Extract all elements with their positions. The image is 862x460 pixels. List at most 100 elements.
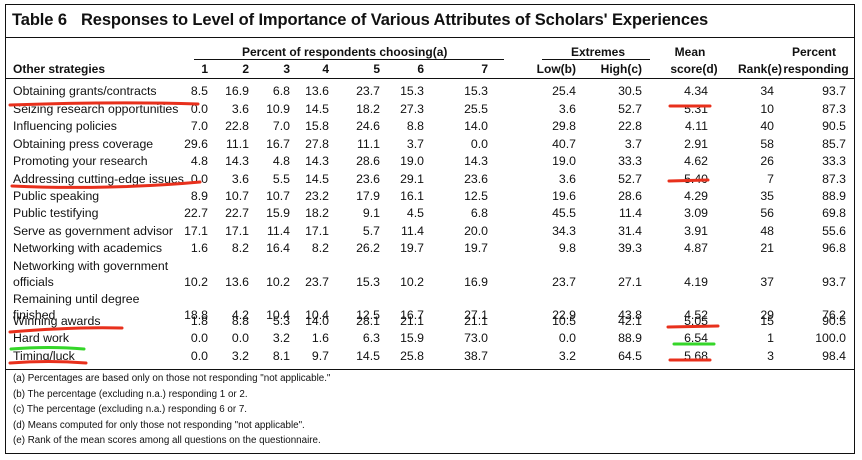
cell-pct-2: 14.3	[225, 154, 249, 168]
cell-pct-5: 24.6	[356, 119, 380, 133]
cell-rank: 58	[760, 137, 774, 151]
cell-high: 31.4	[618, 224, 642, 238]
cell-mean: 4.87	[684, 241, 708, 255]
cell-pct-1: 1.6	[190, 241, 208, 255]
rank-header: Rank(e)	[737, 62, 782, 76]
row-label: Seizing research opportunities	[13, 102, 179, 116]
cell-pct-7: 16.9	[464, 275, 488, 289]
cell-low: 3.6	[558, 102, 576, 116]
cell-low: 19.6	[552, 189, 576, 203]
cell-rank: 26	[760, 154, 774, 168]
cell-pct-7: 73.0	[464, 331, 488, 345]
col7-header: 7	[481, 62, 488, 76]
cell-pct-3: 16.4	[266, 241, 290, 255]
cell-pct-4: 23.7	[305, 275, 329, 289]
cell-rank: 40	[760, 119, 774, 133]
mean-header-bottom: score(d)	[670, 62, 718, 76]
cell-pct-5: 28.6	[356, 154, 380, 168]
cell-high: 3.7	[624, 137, 642, 151]
cell-pct-7: 12.5	[464, 189, 488, 203]
cell-pct-1: 8.5	[190, 84, 208, 98]
cell-pct-2: 8.2	[231, 241, 249, 255]
row-label: Public speaking	[13, 189, 100, 203]
percent-group-rule	[194, 59, 504, 60]
cell-mean: 3.91	[684, 224, 708, 238]
footnote: (d) Means computed for only those not re…	[13, 419, 305, 431]
cell-pct-3: 6.8	[272, 84, 290, 98]
cell-pct-6: 8.8	[406, 119, 424, 133]
low-header: Low(b)	[536, 62, 576, 76]
cell-percent-responding: 87.3	[822, 102, 846, 116]
table-row: Obtaining grants/contracts 8.5 16.9 6.8 13.6…	[6, 84, 854, 101]
cell-pct-3: 5.5	[272, 172, 290, 186]
row-label: Networking with government	[13, 259, 169, 273]
cell-pct-3: 10.2	[266, 275, 290, 289]
cell-pct-5: 9.1	[362, 206, 380, 220]
cell-percent-responding: 88.9	[822, 189, 846, 203]
cell-percent-responding: 76.2	[822, 308, 846, 322]
cell-pct-5: 18.2	[356, 102, 380, 116]
cell-pct-6: 29.1	[400, 172, 424, 186]
cell-mean: 5.68	[684, 349, 708, 363]
cell-low: 22.9	[552, 308, 576, 322]
cell-rank: 1	[767, 331, 774, 345]
cell-pct-1: 29.6	[184, 137, 208, 151]
cell-percent-responding: 33.3	[822, 154, 846, 168]
cell-percent-responding: 69.8	[822, 206, 846, 220]
row-label: Promoting your research	[13, 154, 148, 168]
cell-pct-7: 21.1	[464, 314, 488, 328]
cell-pct-6: 15.3	[400, 84, 424, 98]
cell-pct-5: 23.7	[356, 84, 380, 98]
cell-high: 30.5	[618, 84, 642, 98]
cell-pct-2: 3.2	[231, 349, 249, 363]
cell-pct-1: 22.7	[184, 206, 208, 220]
strategies-header: Other strategies	[13, 62, 106, 76]
cell-pct-3: 15.9	[266, 206, 290, 220]
cell-pct-6: 19.7	[400, 241, 424, 255]
cell-percent-responding: 85.7	[822, 137, 846, 151]
footnote-rule	[6, 369, 854, 370]
cell-rank: 48	[760, 224, 774, 238]
row-label: Influencing policies	[13, 119, 117, 133]
cell-rank: 34	[760, 84, 774, 98]
cell-pct-6: 15.9	[400, 331, 424, 345]
cell-high: 52.7	[618, 102, 642, 116]
cell-high: 22.8	[618, 119, 642, 133]
cell-pct-7: 20.0	[464, 224, 488, 238]
cell-pct-4: 15.8	[305, 119, 329, 133]
cell-rank: 21	[760, 241, 774, 255]
cell-pct-4: 23.2	[305, 189, 329, 203]
row-label: Timing/luck	[13, 349, 75, 363]
cell-pct-7: 14.0	[464, 119, 488, 133]
table-row: Seizing research opportunities 0.0 3.6 10.9…	[6, 102, 854, 119]
cell-pct-4: 27.8	[305, 137, 329, 151]
row-label: Obtaining press coverage	[13, 137, 154, 151]
mean-header-top: Mean	[674, 45, 706, 59]
row-label: Addressing cutting-edge issues	[13, 172, 184, 186]
table-row: Remaining until degree finished 18.8 4.2 10.…	[6, 292, 854, 326]
cell-pct-3: 10.9	[266, 102, 290, 116]
row-label-continued: finished	[13, 308, 56, 322]
cell-pct-1: 0.0	[190, 331, 208, 345]
cell-pct-6: 10.2	[400, 275, 424, 289]
cell-low: 10.5	[552, 314, 576, 328]
row-label-continued: officials	[13, 275, 54, 289]
col3-header: 3	[283, 62, 290, 76]
col4-header: 4	[322, 62, 329, 76]
row-label: Public testifying	[13, 206, 99, 220]
cell-pct-5: 23.6	[356, 172, 380, 186]
cell-pct-5: 14.5	[356, 349, 380, 363]
cell-low: 25.4	[552, 84, 576, 98]
table-row: Serve as government advisor 17.1 17.1 11.4 1…	[6, 224, 854, 241]
cell-low: 0.0	[558, 331, 576, 345]
cell-low: 40.7	[552, 137, 576, 151]
cell-high: 52.7	[618, 172, 642, 186]
cell-pct-4: 18.2	[305, 206, 329, 220]
cell-pct-6: 16.1	[400, 189, 424, 203]
cell-pct-1: 8.9	[190, 189, 208, 203]
col6-header: 6	[417, 62, 424, 76]
cell-low: 29.8	[552, 119, 576, 133]
cell-pct-2: 0.0	[231, 331, 249, 345]
footnote: (c) The percentage (excluding n.a.) resp…	[13, 404, 247, 415]
cell-low: 19.0	[552, 154, 576, 168]
